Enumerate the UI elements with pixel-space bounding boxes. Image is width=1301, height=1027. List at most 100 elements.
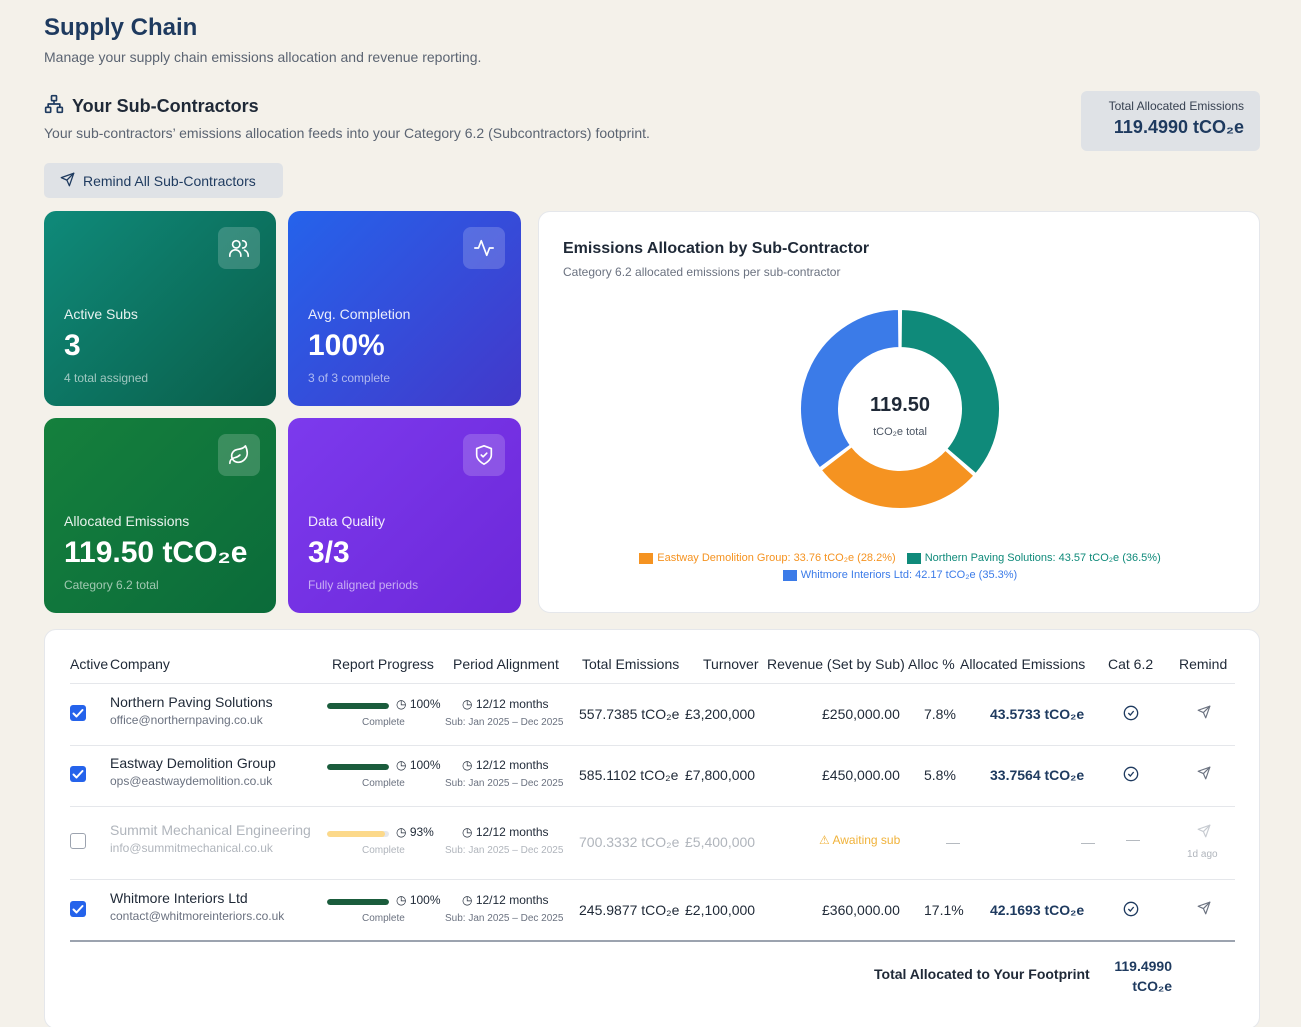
allocated-emissions-cell: 42.1693 tCO₂e [990,901,1085,918]
remind-button[interactable] [1197,705,1211,724]
period-sub: Sub: Jan 2025 – Dec 2025 [445,777,564,789]
total-allocated-value: 119.4990 tCO₂e [1113,117,1244,137]
section-subtitle: Your sub-contractors’ emissions allocati… [44,125,650,141]
card-label: Avg. Completion [308,306,411,322]
clock-icon: ◷ [396,825,407,839]
period-months: ◷ 12/12 months [462,892,549,907]
clock-icon: ◷ [396,892,407,907]
total-allocated-label: Total Allocated Emissions [1108,99,1244,113]
awaiting-sub-badge: ⚠ Awaiting sub [819,833,901,847]
total-emissions-cell: 557.7385 tCO₂e [579,705,680,722]
emissions-chart-panel: Emissions Allocation by Sub-Contractor C… [538,211,1260,613]
card-value: 119.50 tCO₂e [64,536,248,569]
leaf-icon [218,434,260,476]
donut-slice-eastway-demolition-group[interactable] [819,444,976,510]
header-total: Total Emissions [582,656,680,672]
company-name: Summit Mechanical Engineering [110,822,311,838]
card-label: Data Quality [308,513,386,529]
card-value: 100% [308,329,385,362]
allocated-emissions-cell: 43.5733 tCO₂e [990,705,1085,722]
header-period: Period Alignment [453,656,559,672]
legend-item[interactable]: Whitmore Interiors Ltd: 42.17 tCO₂e (35.… [782,569,1017,581]
header-cat: Cat 6.2 [1108,656,1154,672]
remind-all-button[interactable]: Remind All Sub-Contractors [44,163,283,198]
revenue-cell: £250,000.00 [822,705,900,722]
revenue-cell: £360,000.00 [822,901,900,918]
section-title: Your Sub-Contractors [72,96,259,116]
legend-item[interactable]: Northern Paving Solutions: 43.57 tCO₂e (… [906,552,1161,564]
donut-slice-northern-paving-solutions[interactable] [899,307,1001,476]
clock-icon: ◷ [462,696,473,711]
company-email: ops@eastwaydemolition.co.uk [110,773,273,788]
page-subtitle: Manage your supply chain emissions alloc… [44,49,482,65]
donut-center-label: tCO₂e total [873,426,927,438]
company-email: contact@whitmoreinteriors.co.uk [110,908,285,923]
remind-all-label: Remind All Sub-Contractors [83,172,256,189]
chart-subtitle: Category 6.2 allocated emissions per sub… [563,265,841,279]
chart-title: Emissions Allocation by Sub-Contractor [563,240,870,257]
progress-percent: ◷ 100% [396,757,441,772]
footer-total-value-unit: tCO₂e [1132,978,1172,994]
donut-chart: 119.50 tCO₂e total [799,307,1001,510]
section-header: Your Sub-Contractors [44,94,259,119]
check-circle-icon [1123,705,1139,726]
clock-icon: ◷ [462,892,473,907]
progress-bar [327,831,389,837]
remind-button[interactable] [1197,824,1211,843]
alloc-percent-cell: 7.8% [924,705,956,722]
total-emissions-cell: 700.3332 tCO₂e [579,834,680,850]
users-icon [218,227,260,269]
progress-bar [327,898,389,905]
check-circle-icon [1123,901,1139,922]
stat-card-active-subs: Active Subs 3 4 total assigned [44,211,276,406]
progress-percent: ◷ 100% [396,696,441,711]
subcontractor-table: Active Company Report Progress Period Al… [44,629,1260,1027]
period-months: ◷ 12/12 months [462,825,549,839]
remind-button[interactable] [1197,766,1211,785]
activity-icon [463,227,505,269]
company-email: info@summitmechanical.co.uk [110,841,273,855]
alloc-percent-cell: — [946,834,960,850]
hierarchy-icon [44,94,64,119]
allocated-emissions-cell: 33.7564 tCO₂e [990,766,1085,783]
progress-status: Complete [362,845,405,856]
header-remind: Remind [1179,656,1228,672]
header-company: Company [110,656,170,672]
remind-button[interactable] [1197,901,1211,920]
company-name: Northern Paving Solutions [110,693,273,710]
progress-status: Complete [362,716,405,728]
progress-percent: ◷ 100% [396,892,441,907]
period-sub: Sub: Jan 2025 – Dec 2025 [445,716,564,728]
cat-cell: — [1126,831,1140,847]
period-months: ◷ 12/12 months [462,696,549,711]
clock-icon: ◷ [396,757,407,772]
progress-bar [327,763,389,770]
donut-slice-whitmore-interiors-ltd[interactable] [799,307,901,470]
footer-total-value: 119.4990 tCO₂e [1085,956,1172,996]
clock-icon: ◷ [462,757,473,772]
active-checkbox[interactable] [70,833,86,849]
check-circle-icon [1123,766,1139,787]
turnover-cell: £5,400,000 [685,834,756,850]
turnover-cell: £2,100,000 [685,901,756,918]
chart-legend-row-1: Eastway Demolition Group: 33.76 tCO₂e (2… [539,552,1261,567]
clock-icon: ◷ [462,825,473,839]
remind-note: 1d ago [1187,849,1218,860]
page-title: Supply Chain [44,14,198,41]
turnover-cell: £3,200,000 [685,705,756,722]
active-checkbox[interactable] [70,900,86,917]
alloc-percent-cell: 5.8% [924,766,956,783]
donut-center-value: 119.50 [870,394,930,416]
footer-total-value-number: 119.4990 [1114,958,1172,974]
stat-card-allocated-emissions: Allocated Emissions 119.50 tCO₂e Categor… [44,418,276,613]
shield-check-icon [463,434,505,476]
header-progress: Report Progress [332,656,434,672]
revenue-cell: £450,000.00 [822,766,900,783]
card-label: Active Subs [64,306,138,322]
active-checkbox[interactable] [70,704,86,721]
legend-item[interactable]: Eastway Demolition Group: 33.76 tCO₂e (2… [639,552,896,564]
active-checkbox[interactable] [70,765,86,782]
stat-card-data-quality: Data Quality 3/3 Fully aligned periods [288,418,521,613]
header-alloc: Alloc % [908,656,955,672]
progress-percent: ◷ 93% [396,825,434,839]
